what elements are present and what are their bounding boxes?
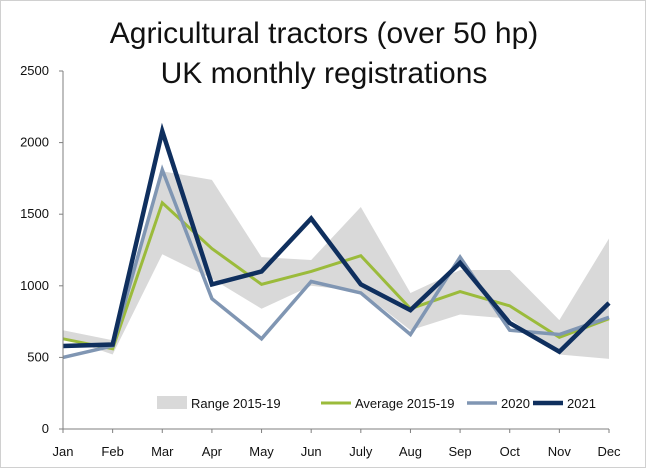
chart-title-line-2: UK monthly registrations: [161, 57, 488, 90]
y-tick-label: 0: [42, 421, 49, 436]
axes: 0 500 1000 1500 2000 2500 Jan Feb Mar Apr May Jun Ju…: [20, 63, 621, 459]
y-tick-label: 2000: [20, 135, 49, 150]
plot-area: [62, 122, 611, 360]
chart-title: Agricultural tractors (over 50 hp) UK mo…: [110, 17, 539, 90]
x-tick-label: Aug: [399, 444, 422, 459]
y-tick-label: 1000: [20, 278, 49, 293]
legend-label-range-2015-19: Range 2015-19: [191, 396, 281, 411]
x-tick-label: Jun: [301, 444, 322, 459]
legend-label-2021: 2021: [567, 396, 596, 411]
x-tick-label: July: [349, 444, 373, 459]
x-tick-label: Apr: [202, 444, 223, 459]
x-tick-label: May: [249, 444, 274, 459]
y-tick-label: 1500: [20, 206, 49, 221]
x-tick-label: Feb: [101, 444, 123, 459]
x-tick-label: Oct: [500, 444, 521, 459]
series-line-2020: [62, 164, 610, 360]
y-tick-label: 500: [27, 349, 49, 364]
legend-label-2020: 2020: [501, 396, 530, 411]
x-tick-label: Nov: [548, 444, 572, 459]
series-line-2021: [62, 122, 611, 355]
chart-title-line-1: Agricultural tractors (over 50 hp): [110, 17, 539, 50]
y-tick-label: 2500: [20, 63, 49, 78]
x-tick-label: Sep: [449, 444, 472, 459]
series-line-average-2015-19: [62, 200, 610, 351]
x-tick-label: Jan: [53, 444, 74, 459]
x-tick-label: Mar: [151, 444, 174, 459]
legend-label-average-2015-19: Average 2015-19: [355, 396, 455, 411]
x-tick-label: Dec: [597, 444, 621, 459]
legend: Range 2015-19 Average 2015-19 2020 2021: [157, 396, 596, 411]
legend-swatch-range-2015-19: [157, 396, 187, 409]
